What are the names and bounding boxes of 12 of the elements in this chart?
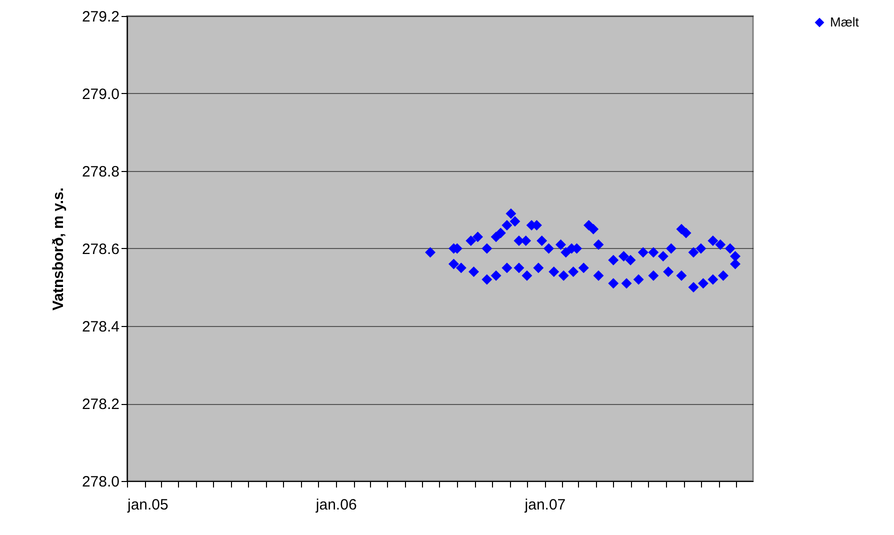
y-tick-label: 278.6 — [82, 241, 120, 258]
x-tick-label: jan.06 — [314, 496, 357, 514]
legend-label: Mælt — [830, 14, 860, 30]
y-tick-label: 278.2 — [82, 396, 120, 413]
y-axis-title: Vatnsborð, m y.s. — [50, 187, 67, 311]
x-tick-label: jan.05 — [126, 496, 168, 514]
y-tick-label: 278.0 — [82, 474, 120, 490]
y-tick-label: 278.8 — [82, 164, 120, 180]
y-tick-label: 279.0 — [82, 86, 120, 103]
y-tick-label: 279.2 — [82, 8, 120, 26]
x-tick-label: jan.07 — [524, 496, 566, 514]
y-tick-label: 278.4 — [82, 318, 120, 336]
